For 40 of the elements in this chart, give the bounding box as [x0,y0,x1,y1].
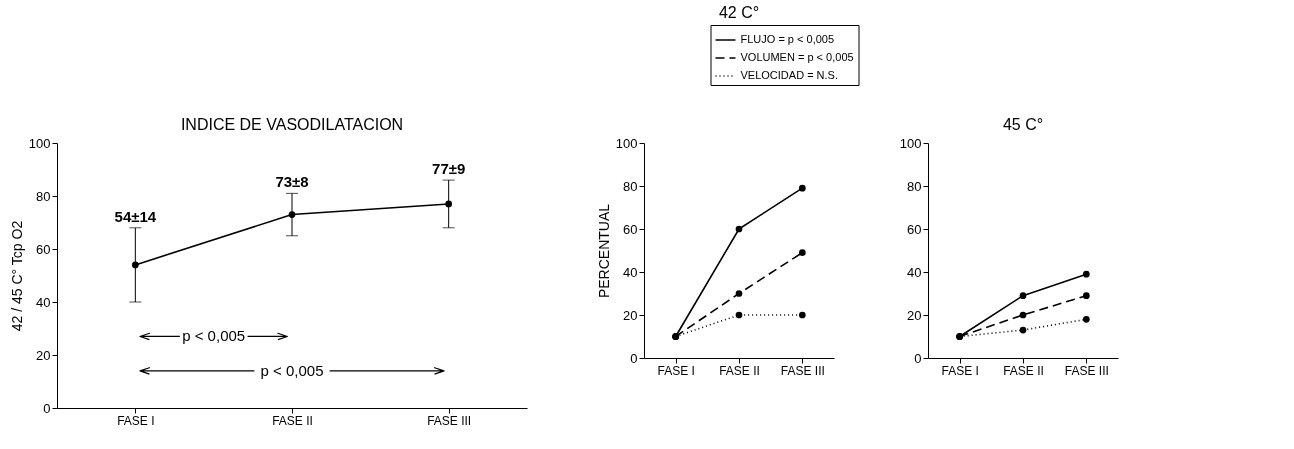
x-tick-label: FASE II [719,363,760,378]
data-label: 54±14 [114,207,157,225]
chart-title: 45 C° [1002,116,1044,133]
data-label: 77±9 [432,160,466,178]
y-tick-label: 100 [28,135,51,151]
y-tick-label: 20 [907,307,922,323]
y-tick-label: 60 [36,241,51,257]
x-tick-label: FASE I [657,363,695,378]
x-tick-label: FASE III [1064,363,1109,378]
annotation: p < 0,005 [182,327,246,345]
y-tick-label: 40 [907,264,922,280]
y-tick-label: 100 [615,135,638,151]
x-tick-label: FASE I [941,363,979,378]
y-tick-label: 40 [623,264,638,280]
chart-title: 42 C° [718,3,760,21]
x-tick-label: FASE III [427,413,472,428]
y-tick-label: 80 [623,178,638,194]
y-tick-label: 100 [899,135,922,151]
y-tick-label: 20 [623,307,638,323]
y-tick-label: 80 [907,178,922,194]
y-axis-title: 42 / 45 C° Tcp O2 [8,220,25,332]
x-tick-label: FASE II [1003,363,1044,378]
y-tick-label: 0 [43,400,51,416]
y-tick-label: 60 [907,221,922,237]
data-label: 73±8 [275,173,309,191]
y-tick-label: 80 [36,188,51,204]
x-tick-label: FASE III [780,363,825,378]
y-axis-title: PERCENTUAL [595,203,612,299]
x-tick-label: FASE I [117,413,155,428]
chart-title: INDICE DE VASODILATACION [180,116,404,133]
y-tick-label: 60 [623,221,638,237]
x-tick-label: FASE II [272,413,313,428]
legend-label: VELOCIDAD = N.S. [740,69,839,81]
y-tick-label: 0 [914,350,922,366]
y-tick-label: 0 [630,350,638,366]
annotation: p < 0,005 [260,361,324,379]
legend-label: FLUJO = p < 0,005 [740,33,835,45]
legend-label: VOLUMEN = p < 0,005 [740,51,854,63]
y-tick-label: 20 [36,347,51,363]
y-tick-label: 40 [36,294,51,310]
